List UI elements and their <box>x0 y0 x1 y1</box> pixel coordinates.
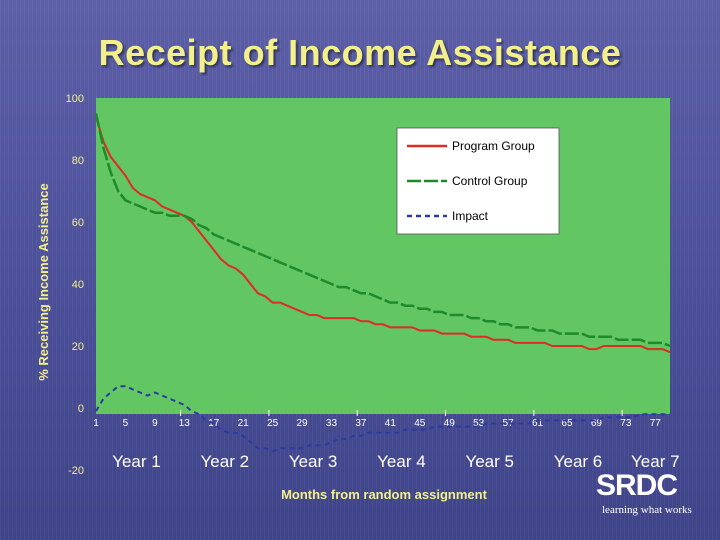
x-tick-label: 33 <box>326 418 338 429</box>
year-labels: Year 1 Year 2 Year 3 Year 4 Year 5 Year 6 Year… <box>112 452 679 471</box>
x-tick-label: 13 <box>179 418 191 429</box>
slide-title: Receipt of Income Assistance <box>98 32 622 73</box>
x-tick-label: 69 <box>591 418 603 429</box>
x-tick-label: 45 <box>414 418 426 429</box>
x-tick-label: 57 <box>503 418 515 429</box>
legend-label: Control Group <box>452 174 528 188</box>
year-label: Year 6 <box>554 452 603 471</box>
x-tick-label: 17 <box>208 418 220 429</box>
x-tick-label: 53 <box>473 418 485 429</box>
year-label: Year 2 <box>201 452 250 471</box>
series-line-impact <box>95 385 670 453</box>
x-tick-label: 29 <box>296 418 308 429</box>
y-tick-label: 40 <box>72 279 84 291</box>
x-tick-label: 41 <box>385 418 397 429</box>
y-axis-title: % Receiving Income Assistance <box>36 183 51 381</box>
year-label: Year 7 <box>631 452 680 471</box>
x-tick-label: 37 <box>355 418 367 429</box>
x-tick-label: 77 <box>650 418 662 429</box>
year-label: Year 5 <box>465 452 514 471</box>
x-tick-label: 73 <box>620 418 632 429</box>
x-tick-label: 49 <box>444 418 456 429</box>
y-tick-label: 20 <box>72 341 84 353</box>
series-line-program-group <box>95 116 671 354</box>
x-tick-label: 9 <box>152 418 158 429</box>
x-tick-label: 1 <box>93 418 99 429</box>
data-series <box>94 113 671 453</box>
x-tick-label: 65 <box>561 418 573 429</box>
srdc-logo: SRDC learning what works <box>596 470 706 520</box>
y-tick-label: 60 <box>72 217 84 229</box>
logo-tagline: learning what works <box>602 504 692 516</box>
legend-label: Program Group <box>452 139 535 153</box>
y-tick-label: -20 <box>68 465 84 477</box>
x-tick-labels: 1 5 9 13 17 21 25 29 33 37 41 45 49 53 57 61 65 69 73 77 <box>93 418 661 429</box>
x-tick-label: 25 <box>267 418 279 429</box>
x-tick-label: 61 <box>532 418 544 429</box>
series-line-control-group <box>94 113 671 348</box>
year-label: Year 4 <box>377 452 426 471</box>
x-tick-label: 5 <box>123 418 129 429</box>
legend: Program Group Control Group Impact <box>396 127 560 235</box>
legend-label: Impact <box>452 209 489 223</box>
y-tick-label: 100 <box>66 93 84 105</box>
x-tick-label: 21 <box>238 418 250 429</box>
plot-area <box>96 98 670 414</box>
logo-mark: SRDC <box>596 469 678 502</box>
y-tick-label: 80 <box>72 155 84 167</box>
y-tick-labels: 100 80 60 40 20 0 -20 <box>66 93 84 477</box>
x-axis-title: Months from random assignment <box>281 487 488 502</box>
year-label: Year 1 <box>112 452 161 471</box>
y-tick-label: 0 <box>78 403 84 415</box>
year-label: Year 3 <box>289 452 338 471</box>
